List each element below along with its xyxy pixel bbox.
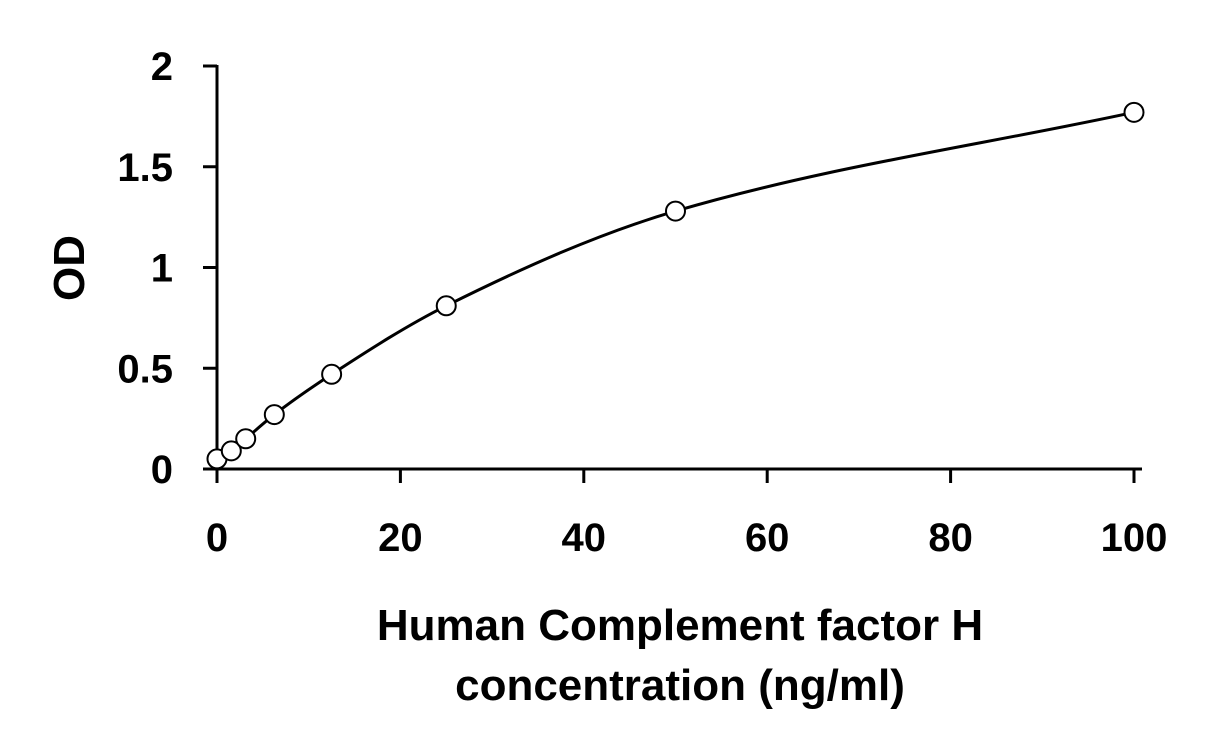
y-tick-label: 0.5 [117, 347, 173, 391]
x-tick-label: 0 [206, 516, 228, 560]
data-point [1123, 101, 1145, 123]
data-point [665, 200, 686, 222]
data-point [235, 428, 257, 450]
x-axis-title-line-1: Human Complement factor H [377, 601, 983, 650]
x-axis-tick-labels: 0 20 40 60 80 100 [206, 516, 1168, 560]
y-axis-tick-labels: 0 0.5 1 1.5 2 [117, 45, 173, 492]
data-points [206, 101, 1145, 470]
y-tick-label: 0 [151, 448, 173, 492]
x-axis-title-line-2: concentration (ng/ml) [455, 661, 905, 710]
data-point [321, 363, 343, 385]
y-axis-ticks [203, 64, 217, 471]
fit-curve [216, 110, 1135, 461]
x-axis-ticks [215, 469, 1136, 483]
y-axis-title: OD [45, 235, 94, 301]
y-tick-label: 1 [151, 247, 173, 291]
x-tick-label: 60 [745, 516, 790, 560]
data-point [220, 440, 242, 462]
y-tick-label: 1.5 [117, 146, 173, 190]
x-tick-label: 80 [928, 516, 973, 560]
x-tick-label: 20 [378, 516, 423, 560]
data-point [435, 295, 457, 317]
x-tick-label: 40 [562, 516, 607, 560]
x-tick-label: 100 [1101, 516, 1168, 560]
y-tick-label: 2 [151, 45, 173, 89]
data-point [263, 404, 285, 426]
